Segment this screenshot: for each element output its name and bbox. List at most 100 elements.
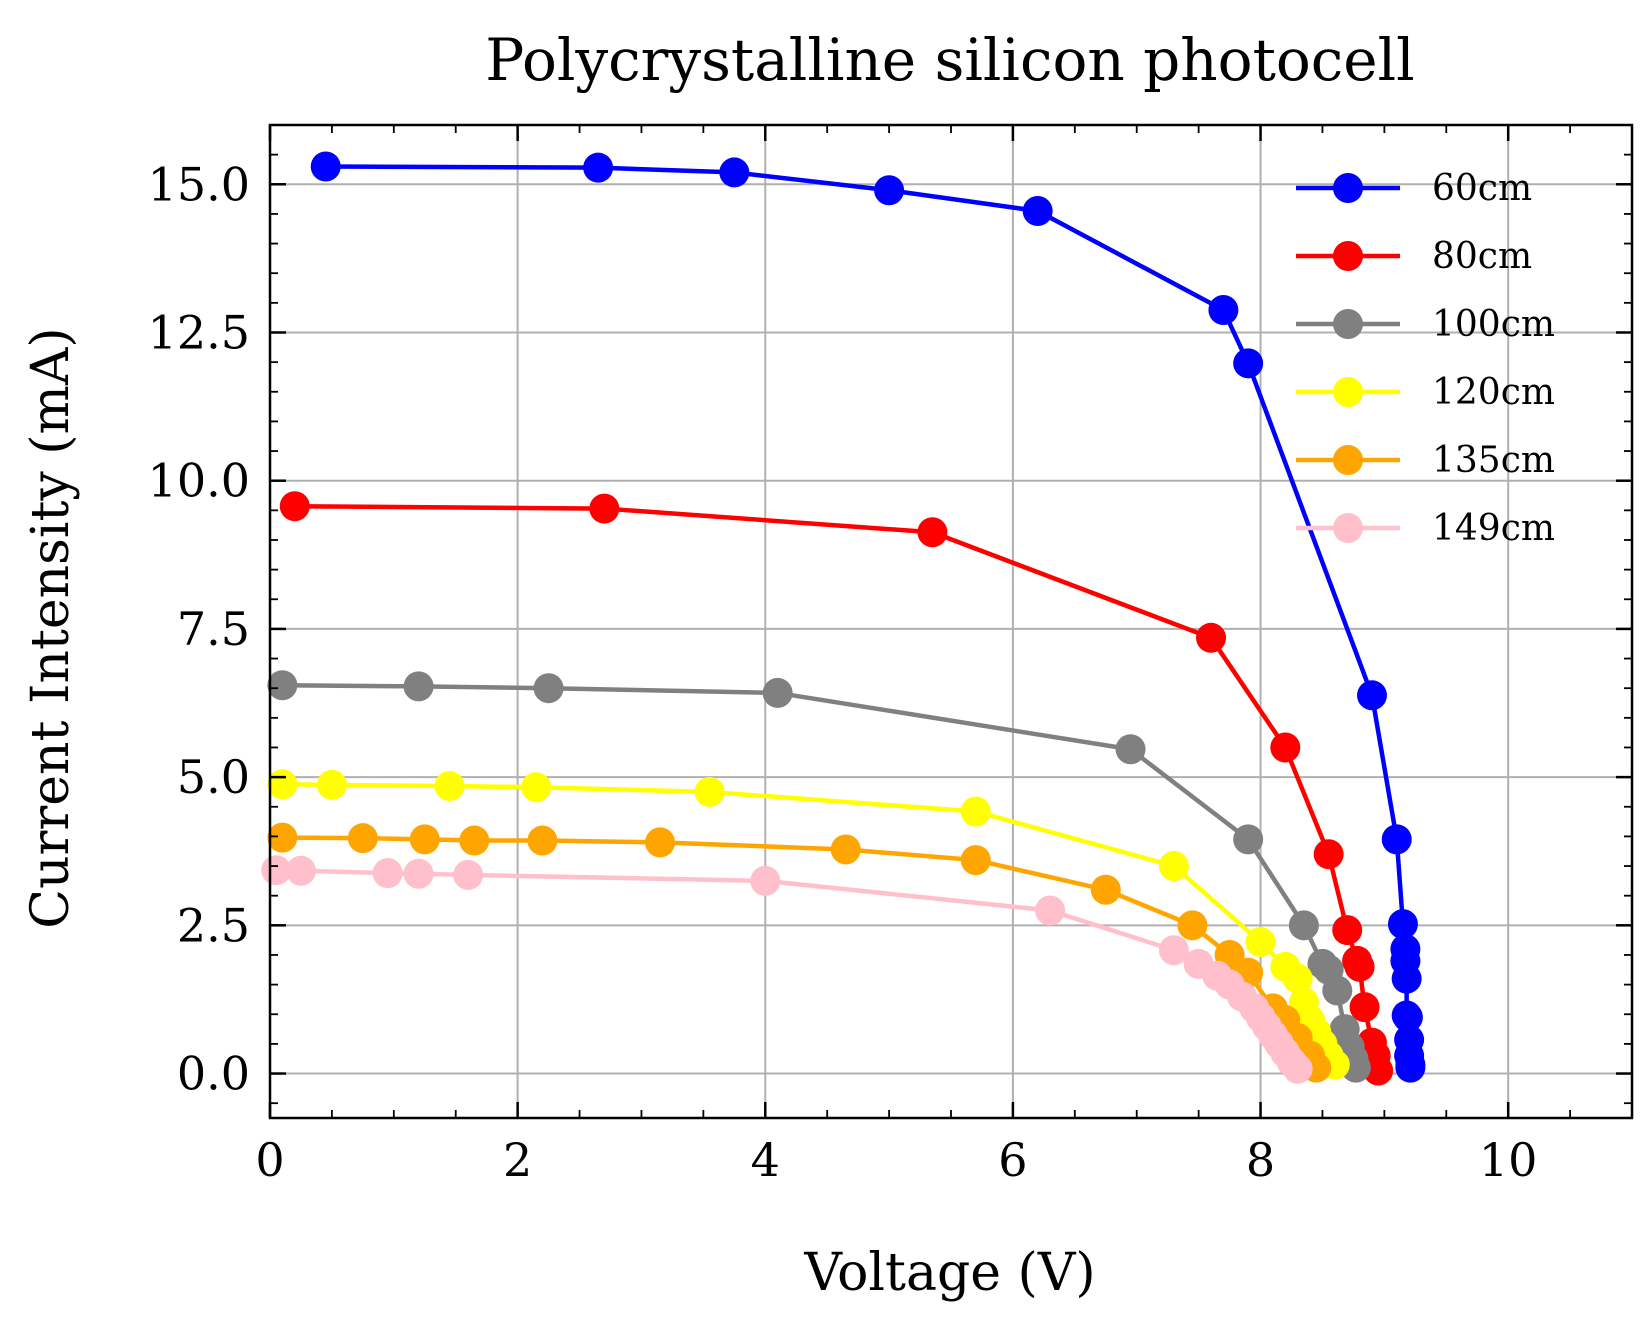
data-point [1022, 195, 1053, 226]
legend-item: 149cm [1296, 508, 1555, 549]
legend: 60cm 80cm 100cm 120cm 135cm 149cm [1296, 168, 1555, 549]
data-point [1158, 851, 1189, 882]
y-tick-label: 5.0 [177, 750, 250, 804]
data-point [310, 151, 341, 182]
series-149cm [261, 855, 1313, 1084]
y-tick-label: 2.5 [177, 898, 250, 952]
legend-label: 149cm [1432, 508, 1555, 549]
legend-swatch-marker [1333, 377, 1363, 407]
data-point [589, 493, 620, 524]
legend-label: 80cm [1432, 236, 1532, 277]
data-point [1381, 824, 1412, 855]
data-point [1313, 839, 1344, 870]
y-tick-label: 0.0 [177, 1047, 250, 1101]
y-axis-label: Current Intensity (mA) [21, 327, 81, 928]
legend-label: 100cm [1432, 304, 1555, 345]
legend-swatch-marker [1333, 241, 1363, 271]
legend-item: 100cm [1296, 304, 1555, 345]
axis-ticks [268, 125, 1632, 1118]
legend-swatch-marker [1333, 173, 1363, 203]
data-point [1208, 294, 1239, 325]
series-layer [261, 151, 1426, 1086]
data-point [267, 769, 298, 800]
plot-frame [268, 123, 1634, 1120]
data-point [1282, 1053, 1313, 1084]
data-point [1395, 1052, 1426, 1083]
x-tick-label: 6 [998, 1133, 1027, 1187]
data-point [750, 865, 781, 896]
y-tick-label: 10.0 [148, 454, 250, 508]
x-tick-label: 4 [751, 1133, 780, 1187]
legend-item: 120cm [1296, 372, 1555, 413]
data-point [285, 855, 316, 886]
legend-swatch-marker [1333, 445, 1363, 475]
data-point [533, 673, 564, 704]
data-point [459, 825, 490, 856]
x-tick-label: 0 [255, 1133, 284, 1187]
data-point [1356, 680, 1387, 711]
x-tick-label: 2 [503, 1133, 532, 1187]
data-point [521, 772, 552, 803]
data-point [960, 796, 991, 827]
data-point [267, 670, 298, 701]
x-tick-label: 8 [1246, 1133, 1275, 1187]
legend-swatch-marker [1333, 513, 1363, 543]
chart-title: Polycrystalline silicon photocell [485, 26, 1414, 94]
series-80cm [279, 491, 1394, 1086]
data-point [347, 823, 378, 854]
data-point [1349, 992, 1380, 1023]
data-point [960, 845, 991, 876]
data-point [874, 175, 905, 206]
series-120cm [267, 769, 1350, 1080]
legend-swatch-marker [1333, 309, 1363, 339]
data-point [1387, 909, 1418, 940]
legend-item: 135cm [1296, 440, 1555, 481]
data-point [1322, 975, 1353, 1006]
data-point [261, 855, 292, 886]
grid-lines [269, 125, 1632, 1118]
x-tick-label: 10 [1479, 1133, 1538, 1187]
data-point [1115, 734, 1146, 765]
data-point [403, 858, 434, 889]
data-point [409, 824, 440, 855]
data-point [434, 771, 465, 802]
legend-label: 60cm [1432, 168, 1532, 209]
data-point [1245, 926, 1276, 957]
data-point [1177, 910, 1208, 941]
legend-label: 135cm [1432, 440, 1555, 481]
data-point [1233, 824, 1264, 855]
series-line [276, 867, 1300, 1071]
data-point [762, 677, 793, 708]
data-point [527, 825, 558, 856]
data-point [453, 859, 484, 890]
data-point [1035, 895, 1066, 926]
series-60cm [310, 151, 1426, 1083]
data-point [372, 858, 403, 889]
data-point [403, 671, 434, 702]
axis-tick-labels: 0 2 4 6 8 10 0.0 2.5 5.0 7.5 10.0 12.5 15.0 [148, 157, 1538, 1187]
data-point [583, 152, 614, 183]
data-point [279, 491, 310, 522]
data-point [1158, 935, 1189, 966]
series-100cm [267, 670, 1371, 1083]
data-point [1344, 951, 1375, 982]
data-point [1363, 1055, 1394, 1086]
data-point [645, 827, 676, 858]
y-tick-label: 7.5 [177, 602, 250, 656]
data-point [1332, 915, 1363, 946]
data-point [1233, 348, 1264, 379]
data-point [267, 822, 298, 853]
data-point [694, 776, 725, 807]
data-point [719, 157, 750, 188]
data-point [1391, 963, 1422, 994]
legend-item: 80cm [1296, 236, 1532, 277]
data-point [917, 517, 948, 548]
legend-label: 120cm [1432, 372, 1555, 413]
data-point [1270, 732, 1301, 763]
data-point [1282, 963, 1313, 994]
y-tick-label: 15.0 [148, 157, 250, 211]
data-point [1090, 874, 1121, 905]
data-point [1196, 622, 1227, 653]
data-point [1392, 1002, 1423, 1033]
